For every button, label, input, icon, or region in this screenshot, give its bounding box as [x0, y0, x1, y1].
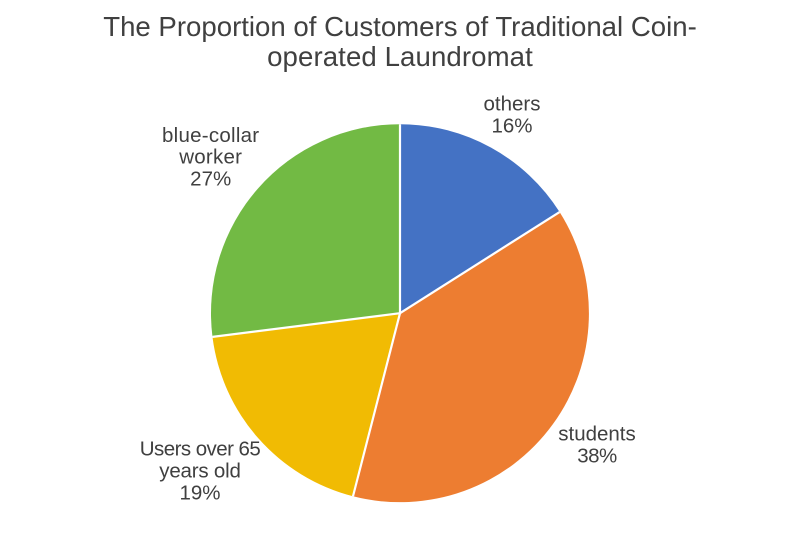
svg-text:others: others — [484, 93, 541, 116]
svg-text:The Proportion of Customers of: The Proportion of Customers of Tradition… — [103, 11, 697, 42]
svg-text:38%: 38% — [577, 444, 617, 467]
svg-text:students: students — [558, 422, 636, 445]
svg-text:16%: 16% — [491, 115, 532, 138]
svg-text:worker: worker — [178, 146, 242, 169]
svg-text:blue-collar: blue-collar — [162, 124, 259, 147]
svg-text:Users over 65: Users over 65 — [140, 437, 261, 460]
svg-text:19%: 19% — [179, 481, 220, 504]
svg-text:operated Laundromat: operated Laundromat — [267, 41, 533, 72]
svg-text:years old: years old — [159, 459, 240, 482]
svg-text:27%: 27% — [190, 167, 231, 190]
